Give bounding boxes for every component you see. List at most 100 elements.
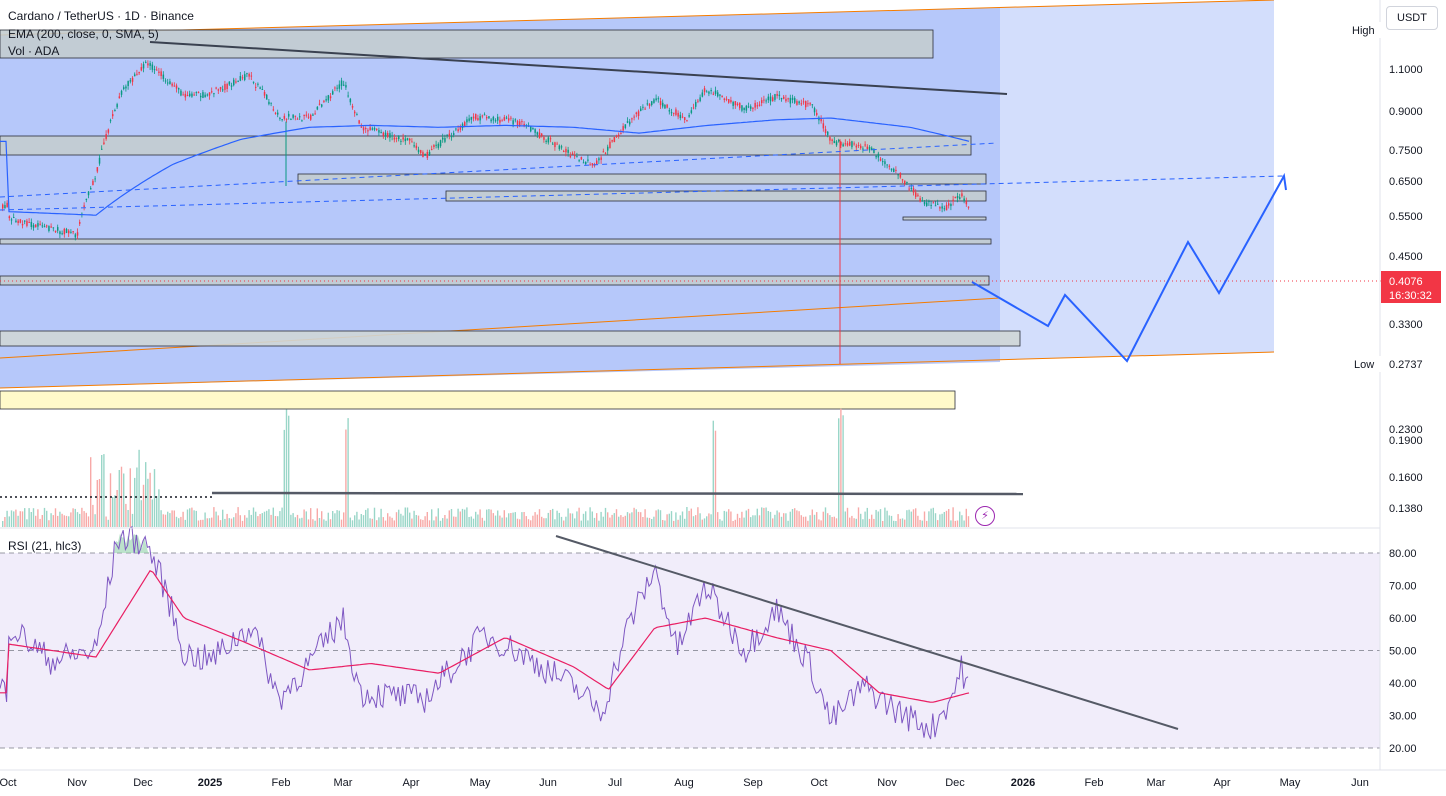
candle-body bbox=[98, 157, 101, 164]
candle-body bbox=[536, 132, 539, 135]
volume-bar bbox=[125, 503, 127, 527]
candle-body bbox=[26, 220, 28, 226]
volume-bar bbox=[695, 515, 697, 527]
candle-body bbox=[241, 77, 244, 79]
volume-bar bbox=[206, 518, 208, 527]
candle-body bbox=[640, 108, 642, 111]
candle-body bbox=[87, 191, 90, 196]
candle-body bbox=[624, 124, 627, 128]
volume-bar bbox=[587, 520, 589, 527]
volume-bar bbox=[259, 514, 261, 527]
rsi-legend[interactable]: RSI (21, hlc3) bbox=[8, 539, 82, 553]
candle-body bbox=[908, 188, 910, 190]
volume-bar bbox=[915, 508, 917, 527]
candle-body bbox=[838, 140, 840, 142]
volume-bar bbox=[956, 520, 959, 527]
candle-body bbox=[725, 98, 728, 100]
volume-bar bbox=[193, 510, 195, 527]
candle-body bbox=[563, 151, 565, 152]
candle-body bbox=[794, 98, 796, 103]
volume-bar bbox=[934, 513, 937, 527]
volume-bar bbox=[446, 518, 448, 527]
volume-bar bbox=[215, 511, 217, 527]
candle-body bbox=[750, 106, 752, 109]
volume-bar bbox=[967, 516, 970, 527]
volume-bar bbox=[68, 516, 70, 527]
candle-body bbox=[431, 149, 433, 151]
volume-bar bbox=[283, 429, 285, 527]
price-tick-label: 0.2300 bbox=[1389, 424, 1423, 436]
volume-bar bbox=[76, 512, 79, 527]
volume-bar bbox=[538, 509, 541, 527]
volume-bar bbox=[690, 508, 692, 527]
time-tick-label: Mar bbox=[334, 777, 353, 789]
volume-bar bbox=[389, 516, 391, 527]
candle-body bbox=[376, 128, 378, 130]
volume-bar bbox=[712, 420, 714, 527]
volume-bar bbox=[736, 513, 739, 527]
candle-body bbox=[895, 169, 897, 171]
rsi-pane bbox=[0, 525, 1380, 749]
candle-body bbox=[710, 90, 712, 92]
candle-body bbox=[43, 226, 46, 228]
zone-0 bbox=[0, 29, 934, 59]
price-tick-label: 0.1900 bbox=[1389, 435, 1423, 447]
candle-body bbox=[811, 104, 814, 106]
volume-bar bbox=[774, 514, 776, 527]
candle-body bbox=[189, 93, 191, 97]
volume-bar bbox=[105, 516, 107, 527]
volume-bar bbox=[875, 509, 877, 527]
ema-legend[interactable]: EMA (200, close, 0, SMA, 5) bbox=[8, 27, 159, 41]
candle-body bbox=[769, 96, 772, 102]
volume-bar bbox=[860, 513, 862, 527]
candle-body bbox=[697, 100, 699, 102]
volume-bar bbox=[677, 519, 679, 527]
volume-bars bbox=[0, 408, 1024, 527]
volume-bar bbox=[189, 508, 191, 527]
volume-bar bbox=[230, 518, 233, 527]
volume-bar bbox=[710, 514, 712, 527]
volume-bar bbox=[103, 454, 105, 527]
currency-button[interactable]: USDT bbox=[1386, 6, 1438, 30]
candle-body bbox=[673, 112, 675, 114]
candle-body bbox=[556, 143, 558, 145]
lightning-icon[interactable]: ⚡ bbox=[975, 506, 995, 526]
volume-bar bbox=[868, 518, 871, 527]
volume-bar bbox=[739, 517, 741, 527]
candle-body bbox=[35, 224, 37, 228]
volume-bar bbox=[138, 449, 140, 527]
candle-body bbox=[589, 164, 591, 166]
volume-legend[interactable]: Vol · ADA bbox=[8, 44, 60, 58]
candle-body bbox=[329, 96, 332, 99]
volume-bar bbox=[697, 507, 699, 527]
candle-body bbox=[844, 143, 847, 145]
volume-bar bbox=[554, 519, 556, 527]
candle-body bbox=[382, 132, 385, 136]
channel-inner-line bbox=[0, 297, 1001, 359]
candle-body bbox=[631, 118, 633, 120]
volume-bar bbox=[965, 508, 967, 527]
volume-bar bbox=[490, 509, 492, 527]
candle-body bbox=[884, 161, 886, 165]
candle-body bbox=[860, 145, 862, 149]
candle-body bbox=[175, 85, 178, 89]
volume-bar bbox=[527, 519, 530, 527]
volume-bar bbox=[204, 512, 206, 527]
volume-bar bbox=[398, 509, 400, 527]
volume-bar bbox=[10, 510, 13, 527]
symbol-title[interactable]: Cardano / TetherUS · 1D · Binance bbox=[8, 9, 194, 23]
volume-bar bbox=[288, 415, 290, 527]
volume-bar bbox=[840, 408, 842, 527]
zone-8 bbox=[0, 390, 956, 410]
volume-bar bbox=[563, 520, 565, 527]
volume-bar bbox=[351, 520, 354, 527]
candle-body bbox=[708, 91, 710, 94]
candle-body bbox=[217, 89, 220, 91]
candle-body bbox=[721, 95, 723, 98]
time-tick-label: Oct bbox=[810, 777, 827, 789]
volume-bar bbox=[356, 511, 358, 527]
volume-bar bbox=[406, 507, 409, 527]
volume-bar bbox=[574, 518, 576, 527]
candle-body bbox=[305, 114, 308, 116]
